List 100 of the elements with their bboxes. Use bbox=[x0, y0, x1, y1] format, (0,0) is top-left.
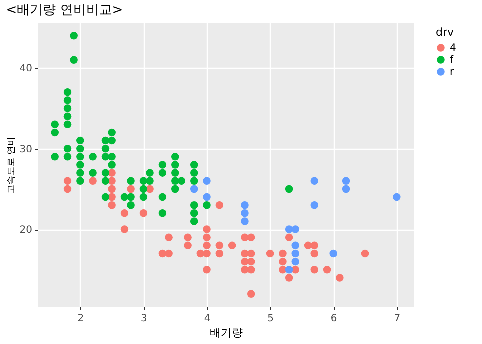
point bbox=[102, 153, 110, 161]
point bbox=[102, 177, 110, 185]
point bbox=[203, 193, 211, 202]
point bbox=[158, 161, 167, 169]
point bbox=[216, 242, 224, 250]
point bbox=[203, 242, 211, 250]
point bbox=[184, 242, 192, 250]
point bbox=[190, 185, 198, 194]
point bbox=[127, 193, 135, 202]
y-axis-title: 고속도로 연비 bbox=[6, 137, 17, 194]
point bbox=[64, 96, 72, 104]
point bbox=[247, 258, 256, 266]
point bbox=[165, 234, 173, 242]
point bbox=[64, 185, 72, 194]
point bbox=[247, 234, 256, 242]
point bbox=[171, 161, 180, 169]
point bbox=[190, 210, 198, 218]
point bbox=[310, 177, 318, 185]
point bbox=[216, 250, 224, 258]
point bbox=[190, 161, 198, 169]
legend-title: drv bbox=[436, 26, 455, 39]
point bbox=[76, 177, 84, 185]
point bbox=[127, 201, 135, 210]
x-tick-label: 5 bbox=[268, 314, 274, 324]
point bbox=[64, 153, 72, 161]
point bbox=[89, 177, 97, 185]
point bbox=[292, 250, 300, 258]
point bbox=[70, 56, 78, 64]
point bbox=[120, 210, 129, 218]
point bbox=[171, 153, 180, 161]
point bbox=[247, 266, 256, 274]
point bbox=[247, 290, 256, 298]
point bbox=[76, 136, 84, 145]
point bbox=[304, 242, 312, 250]
point bbox=[203, 201, 211, 210]
point bbox=[336, 274, 344, 282]
point bbox=[51, 120, 59, 129]
point bbox=[64, 177, 72, 185]
point bbox=[64, 112, 72, 120]
point bbox=[158, 210, 167, 218]
point bbox=[165, 250, 173, 258]
y-tick-label: 20 bbox=[20, 225, 32, 236]
legend-label: r bbox=[450, 67, 455, 78]
point bbox=[76, 161, 84, 169]
x-tick-label: 6 bbox=[330, 314, 338, 324]
legend-label: 4 bbox=[450, 43, 456, 54]
point bbox=[216, 201, 224, 210]
point bbox=[241, 218, 249, 226]
point bbox=[64, 120, 72, 129]
point bbox=[292, 226, 300, 234]
point bbox=[279, 250, 287, 258]
point bbox=[292, 242, 300, 250]
point bbox=[285, 226, 294, 234]
point bbox=[89, 153, 97, 161]
point bbox=[190, 177, 198, 185]
point bbox=[127, 185, 135, 194]
y-tick-label: 30 bbox=[20, 144, 32, 156]
y-tick-label: 40 bbox=[20, 64, 32, 75]
point bbox=[190, 218, 198, 226]
point bbox=[361, 250, 370, 258]
point bbox=[285, 185, 294, 194]
point bbox=[108, 177, 116, 185]
point bbox=[292, 258, 300, 266]
point bbox=[203, 266, 211, 274]
point bbox=[108, 136, 116, 145]
point bbox=[241, 201, 249, 210]
point bbox=[102, 193, 110, 202]
legend-label: f bbox=[450, 55, 454, 66]
point bbox=[158, 193, 167, 202]
point bbox=[190, 169, 198, 177]
point bbox=[203, 226, 211, 234]
x-axis-title: 배기량 bbox=[210, 326, 243, 340]
point bbox=[310, 242, 318, 250]
point bbox=[102, 169, 110, 177]
point bbox=[310, 266, 318, 274]
point bbox=[76, 169, 84, 177]
point bbox=[285, 266, 294, 274]
point bbox=[323, 266, 332, 274]
x-tick-label: 2 bbox=[78, 314, 84, 324]
point bbox=[64, 145, 72, 153]
point bbox=[120, 226, 129, 234]
point bbox=[247, 250, 256, 258]
x-tick-label: 3 bbox=[141, 314, 148, 324]
point bbox=[330, 250, 338, 258]
point bbox=[64, 104, 72, 112]
point bbox=[393, 193, 401, 202]
point bbox=[158, 169, 167, 177]
point bbox=[342, 185, 350, 194]
point bbox=[108, 161, 116, 169]
point bbox=[89, 169, 97, 177]
chart-title: <배기량 연비비교> bbox=[6, 3, 124, 18]
x-tick-label: 4 bbox=[204, 314, 211, 324]
point bbox=[285, 234, 294, 242]
point bbox=[203, 234, 211, 242]
point bbox=[140, 193, 148, 202]
point bbox=[241, 210, 249, 218]
point bbox=[108, 128, 116, 137]
point bbox=[285, 274, 294, 282]
point bbox=[76, 153, 84, 161]
point bbox=[102, 145, 110, 153]
